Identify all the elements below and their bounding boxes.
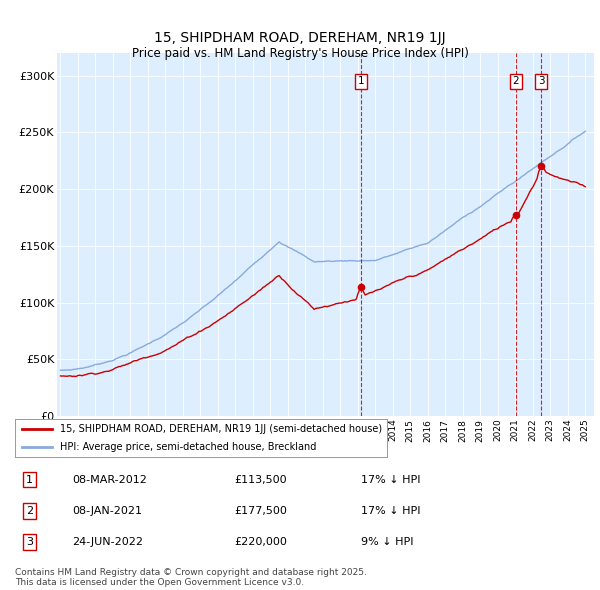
Text: £177,500: £177,500 (234, 506, 287, 516)
Text: 17% ↓ HPI: 17% ↓ HPI (361, 475, 420, 484)
Text: 3: 3 (538, 77, 544, 87)
Text: 24-JUN-2022: 24-JUN-2022 (73, 537, 143, 547)
Text: HPI: Average price, semi-detached house, Breckland: HPI: Average price, semi-detached house,… (59, 442, 316, 452)
Text: 2: 2 (26, 506, 33, 516)
Text: 1: 1 (358, 77, 364, 87)
Text: £220,000: £220,000 (234, 537, 287, 547)
Text: 15, SHIPDHAM ROAD, DEREHAM, NR19 1JJ (semi-detached house): 15, SHIPDHAM ROAD, DEREHAM, NR19 1JJ (se… (59, 424, 382, 434)
Text: 1: 1 (26, 475, 33, 484)
Text: 08-JAN-2021: 08-JAN-2021 (73, 506, 143, 516)
Text: 9% ↓ HPI: 9% ↓ HPI (361, 537, 413, 547)
Text: Contains HM Land Registry data © Crown copyright and database right 2025.
This d: Contains HM Land Registry data © Crown c… (15, 568, 367, 587)
Text: Price paid vs. HM Land Registry's House Price Index (HPI): Price paid vs. HM Land Registry's House … (131, 47, 469, 60)
Text: 2: 2 (512, 77, 519, 87)
Text: 15, SHIPDHAM ROAD, DEREHAM, NR19 1JJ: 15, SHIPDHAM ROAD, DEREHAM, NR19 1JJ (154, 31, 446, 45)
Text: 3: 3 (26, 537, 33, 547)
Text: £113,500: £113,500 (234, 475, 287, 484)
Text: 08-MAR-2012: 08-MAR-2012 (73, 475, 148, 484)
Text: 17% ↓ HPI: 17% ↓ HPI (361, 506, 420, 516)
